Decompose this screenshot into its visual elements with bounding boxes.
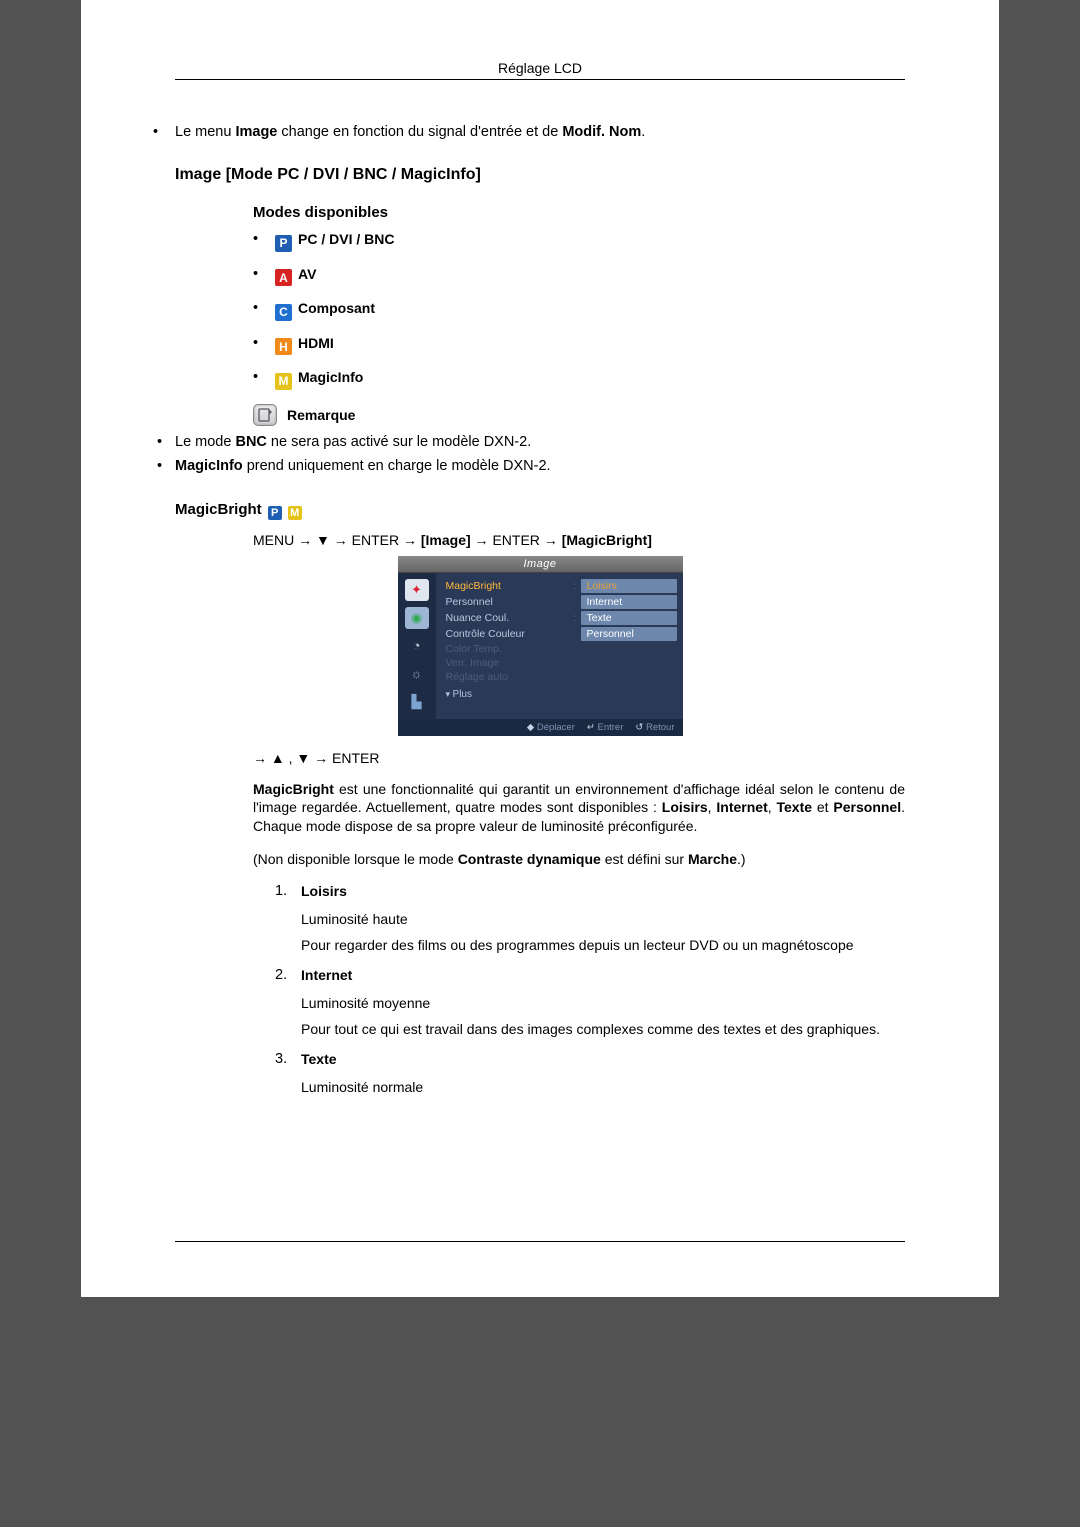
numbered-item: Loisirs Luminosité haute Pour regarder d…: [275, 883, 905, 953]
paragraph: (Non disponible lorsque le mode Contrast…: [253, 850, 905, 869]
numbered-item: Internet Luminosité moyenne Pour tout ce…: [275, 967, 905, 1037]
mode-label: Composant: [298, 300, 375, 316]
osd-row: Verr. Image: [446, 657, 677, 669]
mode-badge-icon: A: [275, 269, 292, 286]
item-line: Luminosité moyenne: [301, 995, 905, 1011]
mb-badge-icon: M: [288, 506, 302, 520]
mode-item: C Composant: [275, 300, 905, 321]
mode-item: A AV: [275, 266, 905, 287]
item-line: Pour regarder des films ou des programme…: [301, 937, 905, 953]
numbered-list: Loisirs Luminosité haute Pour regarder d…: [275, 883, 905, 1095]
mode-badge-icon: P: [275, 235, 292, 252]
document-page: Réglage LCD Le menu Image change en fonc…: [81, 0, 999, 1297]
page-running-header: Réglage LCD: [175, 60, 905, 80]
paragraph: MagicBright est une fonctionnalité qui g…: [253, 780, 905, 837]
text-bold: Image: [235, 124, 277, 140]
text: change en fonction du signal d'entrée et…: [277, 124, 562, 140]
item-line: Luminosité normale: [301, 1079, 905, 1095]
intro-bullet-list: Le menu Image change en fonction du sign…: [175, 124, 905, 140]
text-bold: Modif. Nom: [562, 124, 641, 140]
intro-bullet: Le menu Image change en fonction du sign…: [175, 124, 905, 140]
item-line: Pour tout ce qui est travail dans des im…: [301, 1021, 905, 1037]
osd-plus: Plus: [446, 689, 677, 700]
mode-label: MagicInfo: [298, 369, 363, 385]
numbered-item: Texte Luminosité normale: [275, 1051, 905, 1095]
osd-row: Nuance Coul.:Texte: [446, 611, 677, 625]
menu-path-2: → ▲ , ▼ → ENTER: [253, 750, 905, 766]
osd-row: PersonnelInternet: [446, 595, 677, 609]
remarque-list: Le mode BNC ne sera pas activé sur le mo…: [175, 434, 905, 474]
osd-row: MagicBright:Loisirs: [446, 579, 677, 593]
mode-label: PC / DVI / BNC: [298, 231, 394, 247]
note-icon: [253, 404, 277, 426]
mode-item: H HDMI: [275, 335, 905, 356]
magicbright-title: MagicBright PM: [175, 500, 905, 520]
modes-title: Modes disponibles: [253, 204, 905, 221]
modes-list: P PC / DVI / BNC A AV C Composant H HDMI M Ma…: [275, 231, 905, 390]
osd-side-icon: ▙: [405, 691, 429, 713]
mode-label: AV: [298, 266, 316, 282]
remarque-item: MagicInfo prend uniquement en charge le …: [175, 458, 905, 474]
text: .: [641, 124, 645, 140]
osd-main: MagicBright:Loisirs PersonnelInternet Nu…: [436, 573, 683, 719]
menu-path: MENU → ▼ → ENTER → [Image] → ENTER → [Ma…: [253, 532, 905, 548]
osd-screenshot: Image ✦ ◉ ◔ ☼ ▙ MagicBright:Loisirs Pers…: [398, 556, 683, 736]
osd-side-icon: ◔: [405, 635, 429, 657]
mode-item: P PC / DVI / BNC: [275, 231, 905, 252]
osd-side-icon: ◉: [405, 607, 429, 629]
osd-row: Contrôle CouleurPersonnel: [446, 627, 677, 641]
item-title: Internet: [301, 967, 905, 983]
osd-title: Image: [398, 556, 683, 573]
mode-label: HDMI: [298, 335, 334, 351]
text: Le menu: [175, 124, 235, 140]
page-footer-rule: [175, 1241, 905, 1242]
item-title: Texte: [301, 1051, 905, 1067]
remarque-heading: Remarque: [253, 404, 905, 426]
item-title: Loisirs: [301, 883, 905, 899]
osd-row: Réglage auto: [446, 671, 677, 683]
mode-badge-icon: H: [275, 338, 292, 355]
section-title: Image [Mode PC / DVI / BNC / MagicInfo]: [175, 166, 905, 184]
osd-footer: ◆ Déplacer ↵ Entrer ↺ Retour: [398, 719, 683, 736]
osd-side-icon: ☼: [405, 663, 429, 685]
magicbright-title-text: MagicBright: [175, 501, 262, 518]
remarque-label: Remarque: [287, 407, 355, 423]
osd-side-icon: ✦: [405, 579, 429, 601]
osd-row: Color Temp.: [446, 643, 677, 655]
osd-side-icons: ✦ ◉ ◔ ☼ ▙: [398, 573, 436, 719]
remarque-item: Le mode BNC ne sera pas activé sur le mo…: [175, 434, 905, 450]
mode-item: M MagicInfo: [275, 369, 905, 390]
mode-badge-icon: C: [275, 304, 292, 321]
mb-badge-icon: P: [268, 506, 282, 520]
mode-badge-icon: M: [275, 373, 292, 390]
item-line: Luminosité haute: [301, 911, 905, 927]
